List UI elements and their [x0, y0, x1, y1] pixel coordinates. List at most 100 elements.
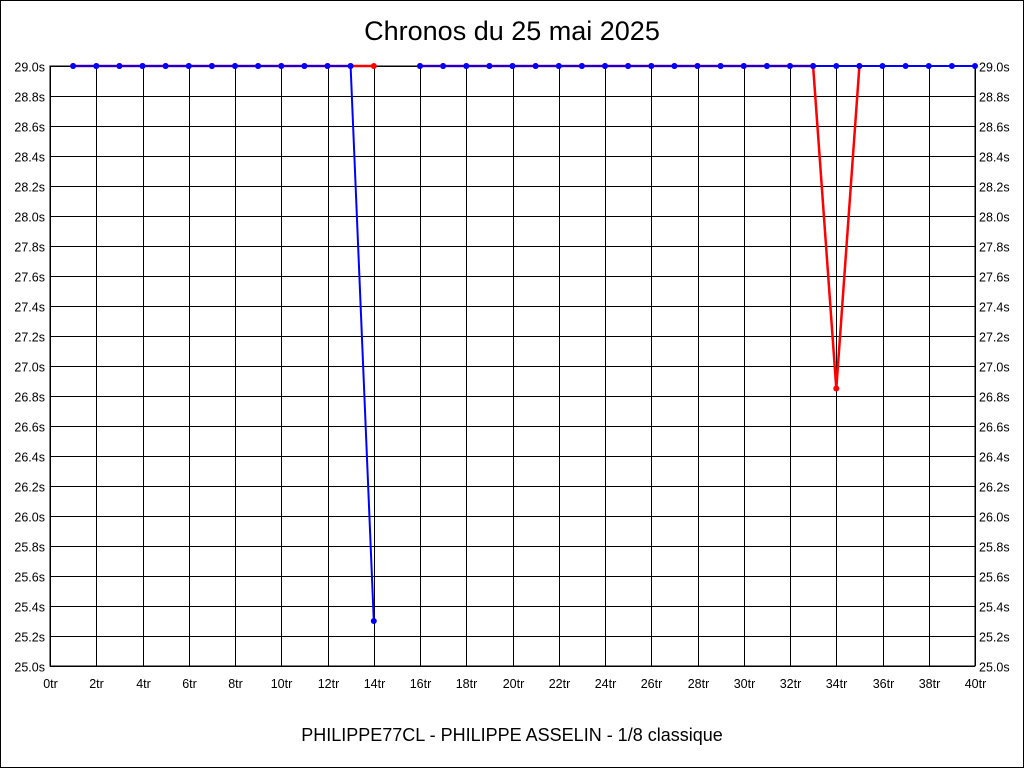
y-tick-label-left: 27.4s	[14, 301, 45, 315]
x-tick-label: 10tr	[271, 677, 293, 691]
y-tick-label-left: 26.2s	[14, 481, 45, 495]
y-tick-label-left: 25.0s	[14, 661, 45, 675]
x-tick-label: 20tr	[503, 677, 525, 691]
series-point	[972, 63, 978, 69]
series-point	[879, 63, 886, 69]
y-tick-label-right: 25.6s	[979, 571, 1010, 585]
x-tick-label: 26tr	[641, 677, 663, 691]
y-tick-label-right: 26.4s	[979, 451, 1010, 465]
y-tick-label-right: 27.0s	[979, 361, 1010, 375]
series-point	[833, 63, 840, 69]
x-tick-label: 40tr	[965, 677, 987, 691]
y-tick-label-left: 27.6s	[14, 271, 45, 285]
series-point	[740, 63, 747, 69]
series-point	[370, 618, 377, 624]
y-tick-label-left: 28.8s	[14, 91, 45, 105]
x-tick-label: 18tr	[456, 677, 478, 691]
y-tick-label-left: 25.6s	[14, 571, 45, 585]
y-tick-label-left: 26.0s	[14, 511, 45, 525]
series-point	[625, 63, 632, 69]
x-tick-label: 24tr	[595, 677, 617, 691]
series-point	[648, 63, 655, 69]
x-tick-label: 28tr	[688, 677, 710, 691]
series-point	[440, 63, 447, 69]
series-point	[324, 63, 331, 69]
series-point	[902, 63, 909, 69]
x-tick-label: 16tr	[410, 677, 432, 691]
series-point	[833, 385, 840, 392]
series-point	[486, 63, 493, 69]
y-tick-label-left: 28.2s	[14, 181, 45, 195]
y-tick-label-right: 27.6s	[979, 271, 1010, 285]
y-tick-label-right: 29.0s	[979, 61, 1010, 75]
series-point	[694, 63, 701, 69]
x-tick-label: 34tr	[826, 677, 848, 691]
series-point	[70, 63, 77, 69]
series-point	[255, 63, 262, 69]
y-tick-label-right: 28.6s	[979, 121, 1010, 135]
series-point	[948, 63, 955, 69]
y-tick-label-left: 25.4s	[14, 601, 45, 615]
series-point	[671, 63, 678, 69]
x-tick-label: 38tr	[919, 677, 941, 691]
series-point	[856, 63, 863, 69]
series-point	[185, 63, 192, 69]
series-point	[162, 63, 169, 69]
y-tick-label-right: 27.8s	[979, 241, 1010, 255]
series-point	[463, 63, 470, 69]
y-tick-label-left: 27.0s	[14, 361, 45, 375]
y-tick-label-right: 28.0s	[979, 211, 1010, 225]
series-point	[602, 63, 608, 69]
series-point	[93, 63, 100, 69]
series-point	[532, 63, 539, 69]
y-tick-label-left: 27.2s	[14, 331, 45, 345]
series-point	[208, 63, 215, 69]
series-line	[420, 64, 861, 390]
chart-footer: PHILIPPE77CL - PHILIPPE ASSELIN - 1/8 cl…	[301, 725, 723, 745]
y-tick-label-left: 27.8s	[14, 241, 45, 255]
y-tick-label-left: 26.4s	[14, 451, 45, 465]
y-tick-label-left: 28.4s	[14, 151, 45, 165]
x-tick-label: 2tr	[89, 677, 104, 691]
series-point	[370, 63, 377, 69]
series-point	[417, 63, 423, 69]
y-tick-label-right: 25.4s	[979, 601, 1010, 615]
x-tick-label: 30tr	[734, 677, 756, 691]
series-point	[810, 63, 817, 69]
y-tick-label-right: 25.8s	[979, 541, 1010, 555]
x-tick-label: 8tr	[228, 677, 243, 691]
x-tick-label: 36tr	[873, 677, 895, 691]
series-point	[578, 63, 585, 69]
series-point	[116, 63, 123, 69]
y-tick-label-left: 25.8s	[14, 541, 45, 555]
y-tick-label-left: 28.6s	[14, 121, 45, 135]
y-tick-label-left: 28.0s	[14, 211, 45, 225]
y-tick-label-left: 26.8s	[14, 391, 45, 405]
x-tick-label: 22tr	[549, 677, 571, 691]
y-tick-label-right: 28.2s	[979, 181, 1010, 195]
series-point	[139, 63, 146, 69]
x-tick-label: 6tr	[182, 677, 197, 691]
y-tick-label-left: 29.0s	[14, 61, 45, 75]
series-line	[73, 65, 375, 622]
series-point	[278, 63, 285, 69]
y-tick-label-right: 26.2s	[979, 481, 1010, 495]
y-tick-label-left: 25.2s	[14, 631, 45, 645]
series-point	[763, 63, 770, 69]
y-tick-label-right: 25.0s	[979, 661, 1010, 675]
y-tick-label-right: 26.6s	[979, 421, 1010, 435]
y-tick-label-right: 27.4s	[979, 301, 1010, 315]
series-point	[509, 63, 516, 69]
y-tick-label-right: 28.8s	[979, 91, 1010, 105]
x-tick-label: 12tr	[318, 677, 340, 691]
y-tick-label-right: 28.4s	[979, 151, 1010, 165]
y-tick-label-right: 27.2s	[979, 331, 1010, 345]
x-tick-label: 0tr	[43, 677, 58, 691]
series-point	[925, 63, 932, 69]
x-tick-label: 32tr	[780, 677, 802, 691]
y-tick-label-right: 26.8s	[979, 391, 1010, 405]
series-point	[787, 63, 793, 69]
series-point	[555, 63, 562, 69]
series-point	[232, 63, 238, 69]
